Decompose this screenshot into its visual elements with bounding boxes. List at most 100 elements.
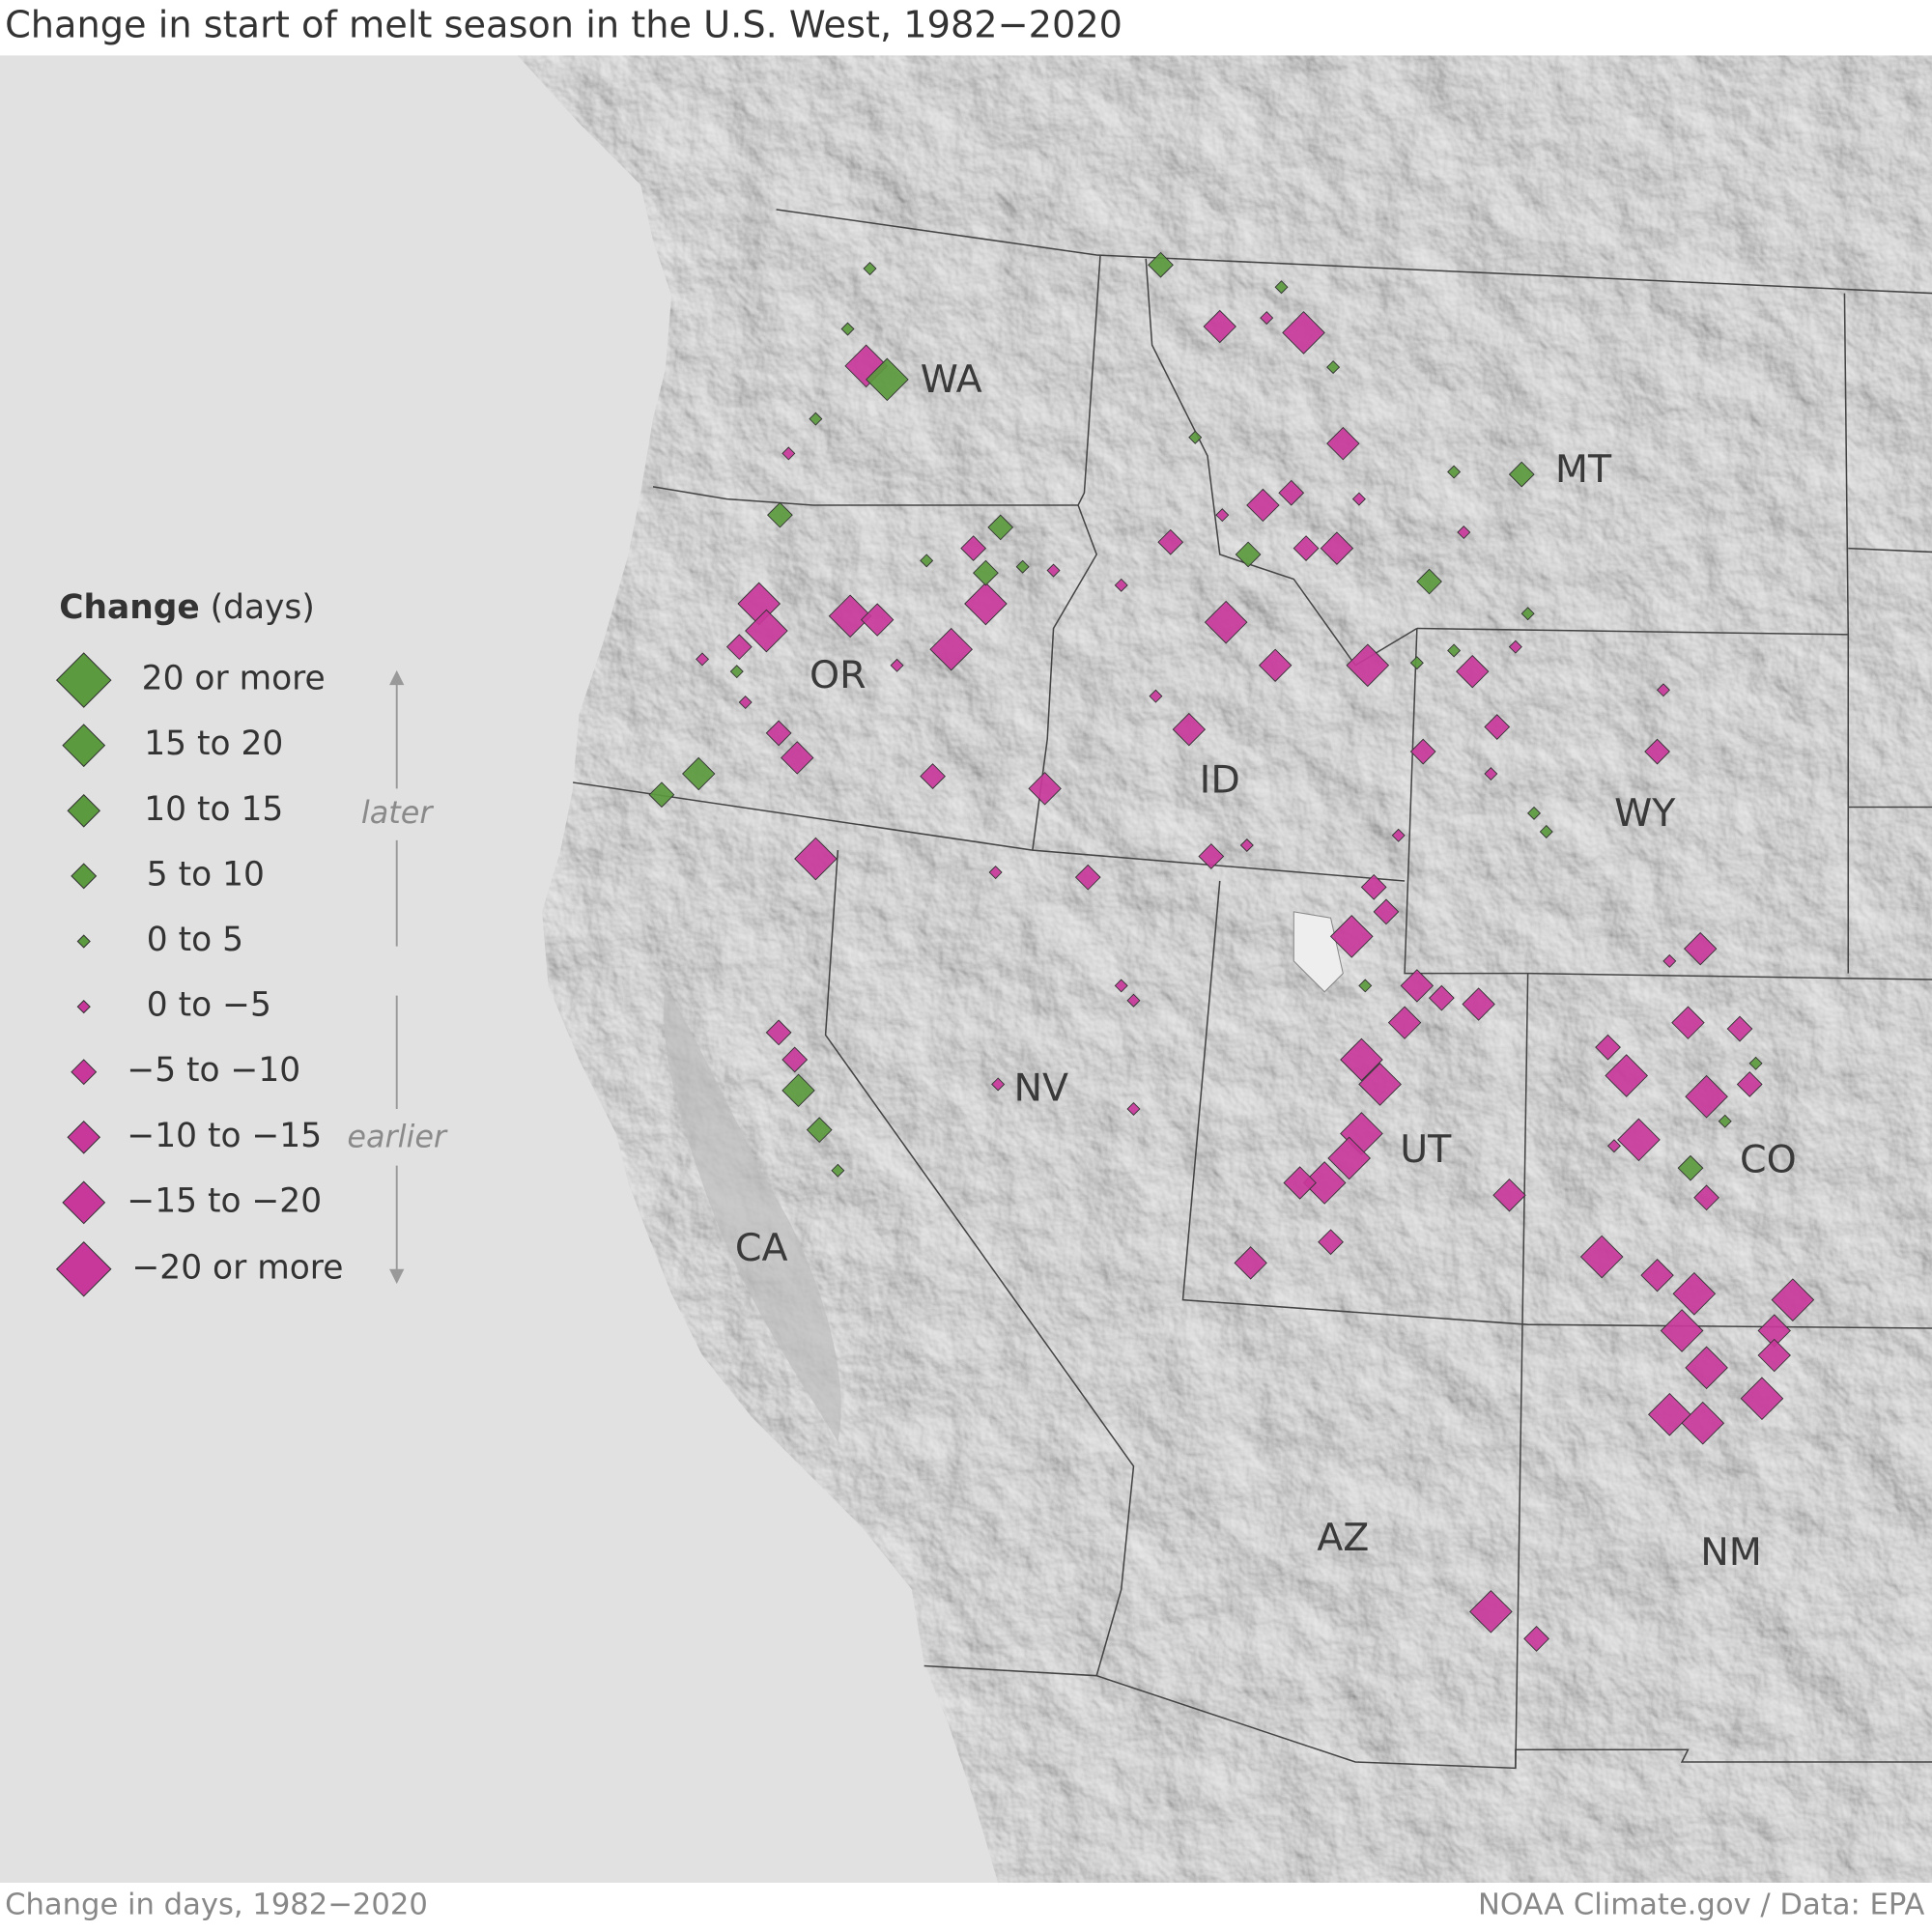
station-marker xyxy=(1260,311,1274,326)
station-marker xyxy=(890,658,904,672)
station-marker xyxy=(1114,979,1128,993)
station-marker xyxy=(1373,898,1400,925)
footer-left: Change in days, 1982−2020 xyxy=(5,1889,428,1922)
station-marker xyxy=(1074,864,1101,891)
border xyxy=(923,973,1529,1770)
station-marker xyxy=(1539,824,1553,838)
station-marker xyxy=(1148,251,1174,278)
station-marker xyxy=(1508,639,1522,654)
station-marker xyxy=(866,357,909,402)
station-marker xyxy=(1149,689,1163,703)
state-label: CO xyxy=(1740,1137,1797,1181)
station-marker xyxy=(1681,1401,1725,1445)
station-marker xyxy=(991,1077,1006,1092)
station-marker xyxy=(765,720,792,747)
station-marker xyxy=(1740,1377,1784,1421)
station-marker xyxy=(1662,953,1677,968)
station-marker xyxy=(1358,1063,1402,1106)
state-label: OR xyxy=(810,653,867,697)
station-marker xyxy=(1447,465,1462,479)
great-salt-lake xyxy=(1293,911,1344,993)
station-marker xyxy=(1258,648,1293,682)
state-label: MT xyxy=(1555,447,1612,492)
station-marker xyxy=(1648,1392,1691,1436)
station-marker xyxy=(1391,828,1406,842)
station-marker xyxy=(767,501,793,528)
station-marker xyxy=(1771,1278,1815,1321)
station-marker xyxy=(863,262,877,276)
station-marker xyxy=(682,756,716,791)
station-marker xyxy=(1416,568,1442,595)
state-borders xyxy=(573,209,1932,1770)
station-marker xyxy=(1114,578,1128,592)
legend-symbol xyxy=(76,934,91,949)
legend-symbol xyxy=(62,1180,106,1225)
station-marker xyxy=(920,763,946,789)
station-marker xyxy=(1157,528,1184,555)
station-marker xyxy=(765,1019,792,1046)
station-marker xyxy=(1617,1118,1661,1162)
station-marker xyxy=(1726,1015,1753,1042)
station-marker xyxy=(1046,563,1061,578)
station-marker xyxy=(745,609,788,653)
legend-label: −20 or more xyxy=(131,1248,343,1287)
station-marker xyxy=(1329,915,1374,958)
station-marker xyxy=(1015,559,1030,574)
state-label: CA xyxy=(735,1226,788,1270)
station-marker xyxy=(1492,1179,1526,1212)
station-marker xyxy=(960,535,987,561)
station-marker xyxy=(1302,1161,1347,1205)
state-label: ID xyxy=(1200,757,1240,802)
border xyxy=(824,850,1135,1676)
legend-label: 15 to 20 xyxy=(144,724,283,763)
arrow-head xyxy=(389,1268,405,1285)
station-marker xyxy=(725,634,753,661)
station-marker xyxy=(1204,600,1248,644)
border xyxy=(1515,1748,1932,1769)
station-marker xyxy=(1346,643,1390,688)
station-marker xyxy=(1360,873,1387,900)
station-marker xyxy=(1318,1229,1344,1256)
border xyxy=(1404,628,1932,980)
legend-label: 20 or more xyxy=(142,660,326,698)
legend-title: Change (days) xyxy=(59,588,315,627)
station-marker xyxy=(1640,1258,1674,1293)
station-marker xyxy=(1606,1139,1621,1153)
station-marker xyxy=(1456,654,1490,689)
station-marker xyxy=(964,582,1008,626)
station-marker xyxy=(1685,1074,1728,1119)
station-marker xyxy=(1235,541,1262,568)
central-valley xyxy=(664,985,841,1442)
station-marker xyxy=(1462,987,1495,1021)
legend-symbol xyxy=(76,999,91,1014)
station-marker xyxy=(1340,1037,1383,1082)
station-marker xyxy=(973,559,999,586)
state-label: WA xyxy=(921,357,982,402)
legend-label: −10 to −15 xyxy=(127,1117,322,1155)
station-marker xyxy=(1469,1590,1513,1634)
station-marker xyxy=(1246,488,1280,523)
state-labels: WA MT OR ID WY NV UT CO CA AZ NM xyxy=(735,357,1797,1575)
state-label: AZ xyxy=(1317,1516,1369,1560)
station-marker xyxy=(1656,683,1670,697)
station-marker xyxy=(1282,311,1325,355)
station-marker xyxy=(1172,712,1207,747)
legend-label: −5 to −10 xyxy=(127,1051,300,1090)
station-marker xyxy=(1520,607,1535,621)
station-marker xyxy=(1527,806,1542,820)
station-marker xyxy=(1672,1271,1717,1316)
station-marker xyxy=(794,837,838,881)
station-marker xyxy=(781,741,814,775)
station-marker xyxy=(1718,1114,1732,1128)
footer-right: NOAA Climate.gov / Data: EPA xyxy=(1478,1889,1924,1922)
station-marker xyxy=(1326,360,1341,375)
station-marker xyxy=(1508,461,1535,488)
station-marker xyxy=(648,781,675,809)
station-marker xyxy=(1685,1346,1728,1390)
state-label: UT xyxy=(1400,1127,1452,1172)
legend-unit: (days) xyxy=(211,588,315,627)
station-marker xyxy=(1757,1338,1791,1373)
border xyxy=(1032,254,1101,851)
